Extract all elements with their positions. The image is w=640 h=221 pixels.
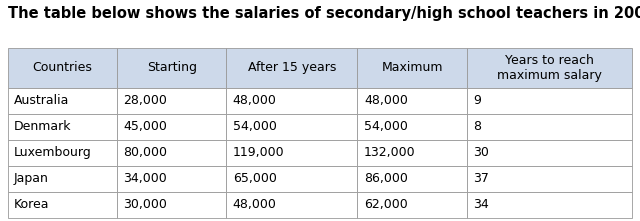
Text: 34,000: 34,000 [124, 172, 167, 185]
Text: 45,000: 45,000 [124, 120, 167, 133]
Text: Countries: Countries [33, 61, 92, 74]
Text: Years to reach
maximum salary: Years to reach maximum salary [497, 53, 602, 82]
Text: Maximum: Maximum [381, 61, 443, 74]
Text: 9: 9 [473, 94, 481, 107]
Text: 34: 34 [473, 198, 489, 211]
Text: 30: 30 [473, 146, 489, 159]
Text: Starting: Starting [147, 61, 196, 74]
Text: 30,000: 30,000 [124, 198, 167, 211]
Text: 8: 8 [473, 120, 481, 133]
Text: 48,000: 48,000 [233, 198, 276, 211]
Text: 86,000: 86,000 [364, 172, 408, 185]
Text: 119,000: 119,000 [233, 146, 284, 159]
Text: Japan: Japan [14, 172, 49, 185]
Text: Denmark: Denmark [14, 120, 72, 133]
Text: 37: 37 [473, 172, 489, 185]
Text: After 15 years: After 15 years [248, 61, 336, 74]
Text: 62,000: 62,000 [364, 198, 408, 211]
Text: Luxembourg: Luxembourg [14, 146, 92, 159]
Text: 65,000: 65,000 [233, 172, 276, 185]
Text: Australia: Australia [14, 94, 70, 107]
Text: 28,000: 28,000 [124, 94, 167, 107]
Text: The table below shows the salaries of secondary/high school teachers in 2009.: The table below shows the salaries of se… [8, 6, 640, 21]
Text: 48,000: 48,000 [364, 94, 408, 107]
Text: 48,000: 48,000 [233, 94, 276, 107]
Text: Korea: Korea [14, 198, 49, 211]
Text: 132,000: 132,000 [364, 146, 415, 159]
Text: 54,000: 54,000 [233, 120, 276, 133]
Text: 80,000: 80,000 [124, 146, 168, 159]
Text: 54,000: 54,000 [364, 120, 408, 133]
